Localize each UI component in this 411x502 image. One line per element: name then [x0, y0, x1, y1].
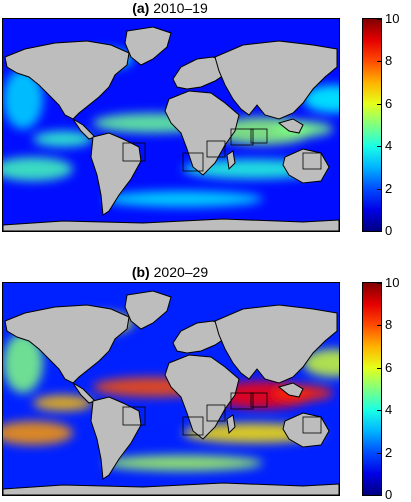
land-asia — [214, 304, 338, 384]
colorbar-b — [362, 282, 382, 496]
region-box — [250, 128, 268, 144]
colorbar-tick-label: 6 — [385, 360, 393, 375]
panel-b-label: (b) — [131, 264, 150, 280]
land-madagascar — [226, 414, 236, 435]
colorbar-tick-label: 8 — [385, 53, 393, 68]
colorbar-tick — [377, 61, 381, 62]
ocean-hotspot — [33, 395, 93, 411]
colorbar-tick-label: 0 — [385, 223, 393, 238]
panel-b-title: (b) 2020–29 — [0, 264, 340, 280]
region-box — [302, 416, 322, 434]
region-box — [250, 392, 268, 408]
colorbar-tick-label: 6 — [385, 96, 393, 111]
ocean-hotspot — [3, 157, 73, 181]
region-box — [182, 416, 204, 436]
colorbar-tick — [377, 19, 381, 20]
ocean-hotspot — [3, 421, 73, 445]
land-madagascar — [226, 150, 236, 171]
ocean-hotspot — [303, 85, 339, 113]
ocean-hotspot — [103, 455, 263, 471]
ocean-hotspot — [303, 349, 339, 377]
colorbar-tick — [377, 231, 381, 232]
colorbar-tick — [377, 283, 381, 284]
map-panel-a — [2, 18, 340, 232]
region-box — [182, 152, 204, 172]
map-panel-b — [2, 282, 340, 496]
land-antarctica — [3, 482, 339, 495]
colorbar-a-gradient — [363, 19, 381, 231]
region-box — [230, 128, 254, 146]
land-africa — [164, 90, 240, 176]
land-greenland — [124, 26, 172, 66]
region-box — [122, 406, 146, 426]
colorbar-tick-label: 10 — [385, 275, 400, 290]
region-box — [302, 152, 322, 170]
colorbar-tick-label: 4 — [385, 402, 393, 417]
panel-a-period: 2010–19 — [153, 0, 208, 16]
land-north-america — [4, 40, 130, 120]
land-southeast-asia — [277, 118, 304, 134]
colorbar-tick — [377, 453, 381, 454]
land-south-america — [90, 396, 142, 480]
colorbar-a — [362, 18, 382, 232]
ocean-hotspot — [103, 191, 263, 207]
colorbar-b-gradient — [363, 283, 381, 495]
colorbar-fill — [363, 19, 381, 231]
ocean-hotspot — [3, 333, 43, 393]
land-asia — [214, 40, 338, 120]
colorbar-tick — [377, 104, 381, 105]
colorbar-tick-label: 2 — [385, 445, 393, 460]
panel-a-label: (a) — [132, 0, 150, 16]
map-a-svg — [3, 19, 339, 231]
land-north-america — [4, 304, 130, 384]
panel-a-title: (a) 2010–19 — [0, 0, 340, 16]
colorbar-tick — [377, 325, 381, 326]
region-box — [122, 142, 146, 162]
colorbar-tick-label: 4 — [385, 138, 393, 153]
colorbar-tick-label: 10 — [385, 11, 400, 26]
colorbar-tick — [377, 146, 381, 147]
colorbar-tick-label: 2 — [385, 181, 393, 196]
land-southeast-asia — [277, 382, 304, 398]
region-box — [230, 392, 254, 410]
colorbar-fill — [363, 283, 381, 495]
map-b-svg — [3, 283, 339, 495]
colorbar-tick-label: 0 — [385, 487, 393, 502]
land-south-america — [90, 132, 142, 216]
land-antarctica — [3, 218, 339, 231]
ocean-hotspot — [33, 131, 93, 147]
land-australia — [282, 148, 330, 184]
colorbar-tick — [377, 189, 381, 190]
region-box — [206, 140, 226, 158]
colorbar-tick — [377, 495, 381, 496]
colorbar-tick — [377, 368, 381, 369]
colorbar-tick-label: 8 — [385, 317, 393, 332]
land-australia — [282, 412, 330, 448]
land-greenland — [124, 290, 172, 330]
ocean-hotspot — [3, 69, 43, 129]
colorbar-tick — [377, 410, 381, 411]
land-africa — [164, 354, 240, 440]
region-box — [206, 404, 226, 422]
panel-b-period: 2020–29 — [153, 264, 209, 280]
